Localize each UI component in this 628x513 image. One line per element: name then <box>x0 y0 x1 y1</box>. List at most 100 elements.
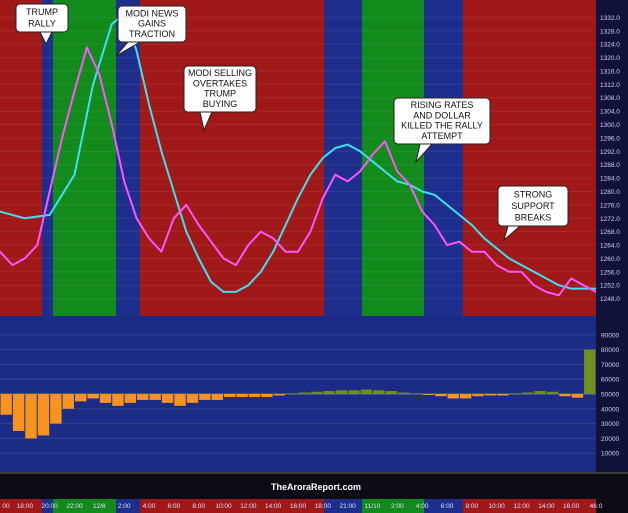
callout-2-line-0: MODI SELLING <box>188 68 252 78</box>
series-1-point-13 <box>160 250 163 253</box>
volume-bar-30 <box>373 390 385 394</box>
time-tick-0: 00 <box>2 503 10 510</box>
axis-separator <box>0 472 628 474</box>
volume-bar-44 <box>546 391 559 394</box>
series-1-point-6 <box>73 90 76 92</box>
series-0-point-24 <box>346 143 349 146</box>
volume-tick-5: 40000 <box>601 406 619 413</box>
series-1-point-4 <box>48 190 51 193</box>
price-tick-4: 1316.0 <box>600 68 620 75</box>
series-0-point-35 <box>483 237 486 240</box>
price-axis: 1332.0 1328.0 1324.0 1320.0 1316.0 1312.0 1308… <box>596 0 628 316</box>
series-0-point-38 <box>520 264 523 266</box>
series-1-point-9 <box>110 123 113 126</box>
volume-bar-9 <box>112 394 124 406</box>
volume-bar-10 <box>124 394 137 403</box>
time-tick-3: 22:00 <box>66 503 83 510</box>
price-tick-20: 1252.0 <box>600 283 620 290</box>
volume-bar-5 <box>62 394 74 409</box>
price-tick-7: 1304.0 <box>600 109 620 116</box>
time-axis: 00 18:00 20:00 22:00 12/8 2:00 4:00 6:00 8:00 10:… <box>0 474 628 513</box>
callout-tail-3 <box>415 143 434 164</box>
volume-bar-39 <box>484 394 497 396</box>
volume-bar-41 <box>509 393 521 395</box>
volume-tick-8: 10000 <box>601 451 619 458</box>
time-tick-12: 16:00 <box>290 503 307 510</box>
time-tick-17: 4:00 <box>416 503 429 510</box>
time-tick-4: 12/8 <box>93 503 106 510</box>
price-tick-5: 1312.0 <box>600 82 620 89</box>
time-tick-1: 18:00 <box>17 503 34 510</box>
series-0-point-21 <box>309 173 312 176</box>
callout-1-line-0: MODI NEWS <box>126 8 179 18</box>
series-1-point-18 <box>222 257 225 260</box>
volume-bar-7 <box>87 394 99 399</box>
series-0-point-41 <box>557 284 560 287</box>
time-tick-2: 20:00 <box>42 503 59 510</box>
callout-1-line-1: GAINS <box>138 19 166 29</box>
series-0-point-28 <box>396 180 399 183</box>
series-0-point-9 <box>160 150 163 153</box>
series-0-point-37 <box>508 257 510 260</box>
volume-bar-11 <box>137 394 149 400</box>
callout-box-3 <box>393 97 491 145</box>
time-zone-strip-5 <box>324 499 362 513</box>
series-1-point-14 <box>173 217 175 220</box>
series-1-point-20 <box>247 244 250 246</box>
volume-bar-36 <box>447 394 459 399</box>
series-0-point-22 <box>322 157 324 159</box>
series-1-point-7 <box>86 46 88 49</box>
series-1-point-29 <box>359 170 361 173</box>
series-1-point-39 <box>483 250 486 253</box>
price-tick-2: 1324.0 <box>600 42 620 49</box>
volume-bar-32 <box>397 392 410 394</box>
series-0-point-3 <box>73 173 76 176</box>
series-1-point-30 <box>371 153 374 156</box>
series-1-point-0 <box>0 250 1 253</box>
price-tick-10: 1292.0 <box>600 149 620 156</box>
time-zone-strip-0 <box>0 499 42 513</box>
series-0-point-15 <box>235 291 237 293</box>
zone-blue-5 <box>324 0 362 316</box>
volume-bar-6 <box>75 394 87 402</box>
series-1-point-27 <box>334 173 337 176</box>
callout-box-4 <box>497 185 569 227</box>
callout-3-line-0: RISING RATES <box>411 100 474 110</box>
price-tick-14: 1276.0 <box>600 202 620 209</box>
time-tick-21: 12:00 <box>513 503 530 510</box>
series-1-point-28 <box>346 180 349 183</box>
series-0-point-11 <box>185 230 188 233</box>
callout-tail-2 <box>199 111 213 132</box>
volume-bar-18 <box>224 394 236 397</box>
volume-bar-23 <box>286 393 298 395</box>
price-tick-19: 1256.0 <box>600 269 620 276</box>
series-1-point-36 <box>446 244 448 246</box>
series-1-point-32 <box>396 170 399 173</box>
time-zone-strip-4 <box>140 499 324 513</box>
series-1-point-22 <box>272 237 274 240</box>
volume-bar-2 <box>25 394 37 439</box>
volume-bar-3 <box>37 394 50 436</box>
price-tick-11: 1288.0 <box>600 162 620 169</box>
callout-2-line-2: TRUMP <box>204 89 236 99</box>
time-tick-8: 8:00 <box>192 503 205 510</box>
zone-red-4 <box>140 0 324 316</box>
series-1-point-31 <box>384 140 386 143</box>
time-tick-11: 14:00 <box>265 503 282 510</box>
volume-bar-13 <box>161 394 174 403</box>
callout-0-line-1: RALLY <box>28 18 56 28</box>
time-tick-16: 2:00 <box>391 503 404 510</box>
series-0-point-26 <box>371 160 374 163</box>
volume-bar-38 <box>472 394 484 397</box>
time-tick-6: 4:00 <box>143 503 156 510</box>
time-zone-strip-7 <box>424 499 463 513</box>
volume-tick-0: 90000 <box>601 332 619 339</box>
volume-bar-20 <box>248 394 261 397</box>
series-0-point-18 <box>272 250 274 253</box>
series-0-point-16 <box>247 284 250 287</box>
volume-axis-band <box>596 316 628 472</box>
series-1-point-2 <box>24 257 26 260</box>
